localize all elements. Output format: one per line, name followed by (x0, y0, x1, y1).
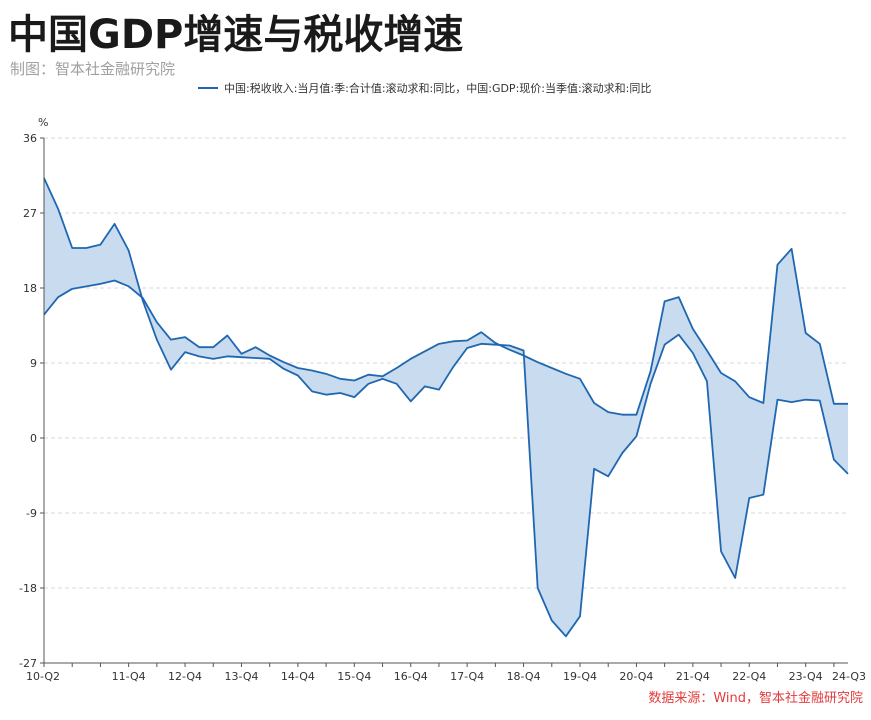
x-tick-label: 18-Q4 (507, 670, 541, 683)
x-tick-label: 21-Q4 (676, 670, 710, 683)
legend-swatch (198, 87, 218, 89)
x-tick-label: 15-Q4 (337, 670, 371, 683)
y-tick-label: -27 (19, 657, 37, 670)
data-source: 数据来源：Wind，智本社金融研究院 (648, 691, 863, 706)
chart-subtitle: 制图：智本社金融研究院 (10, 60, 176, 78)
series-lines (43, 177, 849, 638)
chart-title: 中国GDP增速与税收增速 (8, 12, 464, 58)
x-tick-label: 14-Q4 (281, 670, 315, 683)
x-tick-label: 10-Q2 (26, 670, 60, 683)
y-tick-label: 27 (23, 207, 37, 220)
y-tick-label: -18 (19, 582, 37, 595)
x-tick-label: 22-Q4 (732, 670, 766, 683)
legend: 中国:税收收入:当月值:季:合计值:滚动求和:同比，中国:GDP:现价:当季值:… (198, 80, 651, 96)
y-tick-label: 9 (30, 357, 37, 370)
x-tick-label: 13-Q4 (224, 670, 258, 683)
x-tick-label: 20-Q4 (619, 670, 653, 683)
legend-label: 中国:税收收入:当月值:季:合计值:滚动求和:同比，中国:GDP:现价:当季值:… (224, 82, 652, 95)
y-axis-unit-label: % (38, 116, 48, 129)
y-tick-label: 36 (23, 132, 37, 145)
x-tick-label: 16-Q4 (394, 670, 428, 683)
area-between-series (44, 178, 848, 637)
y-tick-label: 18 (23, 282, 37, 295)
x-tick-label: 17-Q4 (450, 670, 484, 683)
x-tick-label: 19-Q4 (563, 670, 597, 683)
series-line-1 (43, 177, 849, 638)
series-line-2 (43, 247, 848, 416)
y-tick-label: -9 (26, 507, 37, 520)
area-fill (44, 178, 848, 637)
y-tick-label: 0 (30, 432, 37, 445)
x-tick-label: 23-Q4 (789, 670, 823, 683)
x-tick-label: 11-Q4 (112, 670, 146, 683)
x-tick-label: 24-Q3 (832, 670, 866, 683)
x-tick-label: 12-Q4 (168, 670, 202, 683)
